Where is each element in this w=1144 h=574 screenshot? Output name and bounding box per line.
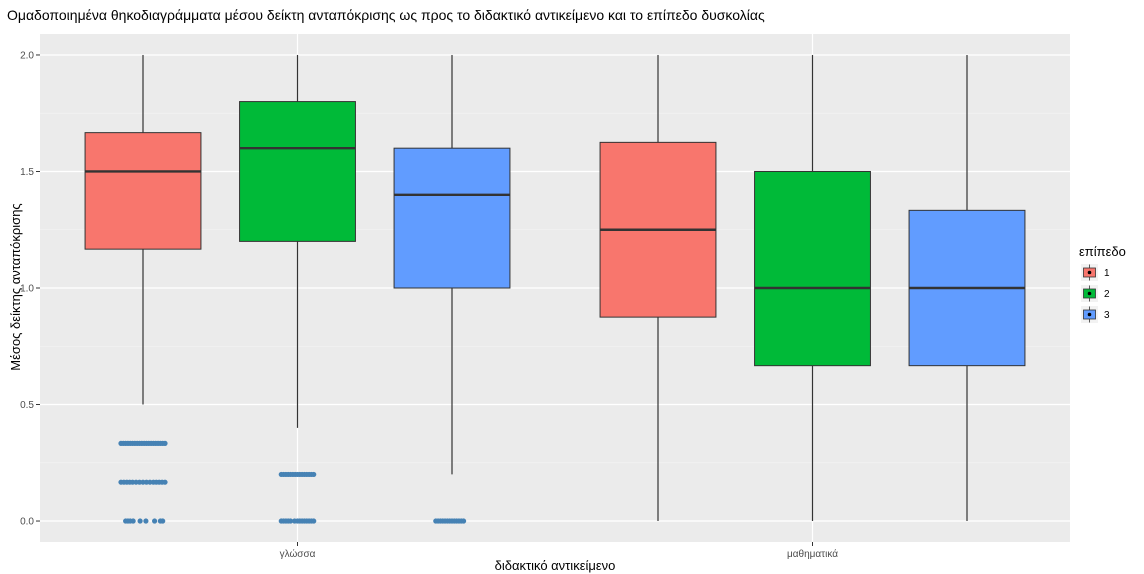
y-tick-label: 2.0 — [20, 50, 34, 61]
legend-key-3 — [1081, 306, 1098, 323]
box-iqr — [754, 170, 871, 367]
box-iqr — [393, 147, 511, 289]
y-axis-title: Μέσος δείκτης ανταπόκρισης — [8, 203, 23, 370]
box-γλώσσα-2 — [239, 54, 356, 524]
outlier-point — [137, 518, 143, 524]
box-γλώσσα-1 — [84, 54, 202, 524]
chart-title: Ομαδοποιημένα θηκοδιαγράμματα μέσου δείκ… — [7, 7, 765, 23]
legend: επίπεδο 1 2 3 — [1079, 244, 1126, 323]
outlier-point — [162, 479, 168, 485]
outlier-point — [130, 518, 136, 524]
outlier-point — [311, 471, 317, 478]
x-axis: γλώσσα μαθηματικά — [280, 542, 838, 560]
legend-key-2 — [1081, 285, 1098, 302]
y-axis: 0.0 0.5 1.0 1.5 2.0 — [20, 50, 40, 528]
outlier-point — [162, 440, 168, 446]
legend-title: επίπεδο — [1079, 244, 1126, 259]
box-iqr — [84, 132, 202, 250]
outlier-point — [143, 518, 149, 524]
box-μαθηματικά-2 — [754, 54, 871, 522]
outlier-point — [160, 518, 166, 524]
legend-key-1 — [1081, 264, 1098, 281]
box-μαθηματικά-3 — [908, 54, 1026, 522]
y-tick-label: 1.0 — [20, 284, 34, 295]
box-iqr — [239, 101, 356, 242]
y-tick-label: 1.5 — [20, 167, 34, 178]
box-μαθηματικά-1 — [599, 54, 717, 522]
outlier-point — [311, 518, 317, 524]
legend-dot — [1087, 270, 1092, 275]
y-tick-label: 0.5 — [20, 400, 34, 411]
x-axis-title: διδακτικό αντικείμενο — [495, 558, 616, 573]
legend-dot — [1087, 291, 1092, 296]
outlier-point — [151, 518, 158, 524]
legend-label: 3 — [1104, 310, 1110, 321]
x-tick-label: μαθηματικά — [787, 548, 838, 560]
legend-label: 2 — [1104, 289, 1110, 300]
box-groups — [84, 54, 1026, 524]
legend-dot — [1087, 312, 1092, 317]
outlier-point — [287, 518, 294, 524]
x-tick-label: γλώσσα — [280, 548, 316, 560]
box-γλώσσα-3 — [393, 54, 511, 524]
legend-label: 1 — [1104, 268, 1110, 279]
outlier-point — [460, 518, 467, 524]
y-tick-label: 0.0 — [20, 517, 34, 528]
